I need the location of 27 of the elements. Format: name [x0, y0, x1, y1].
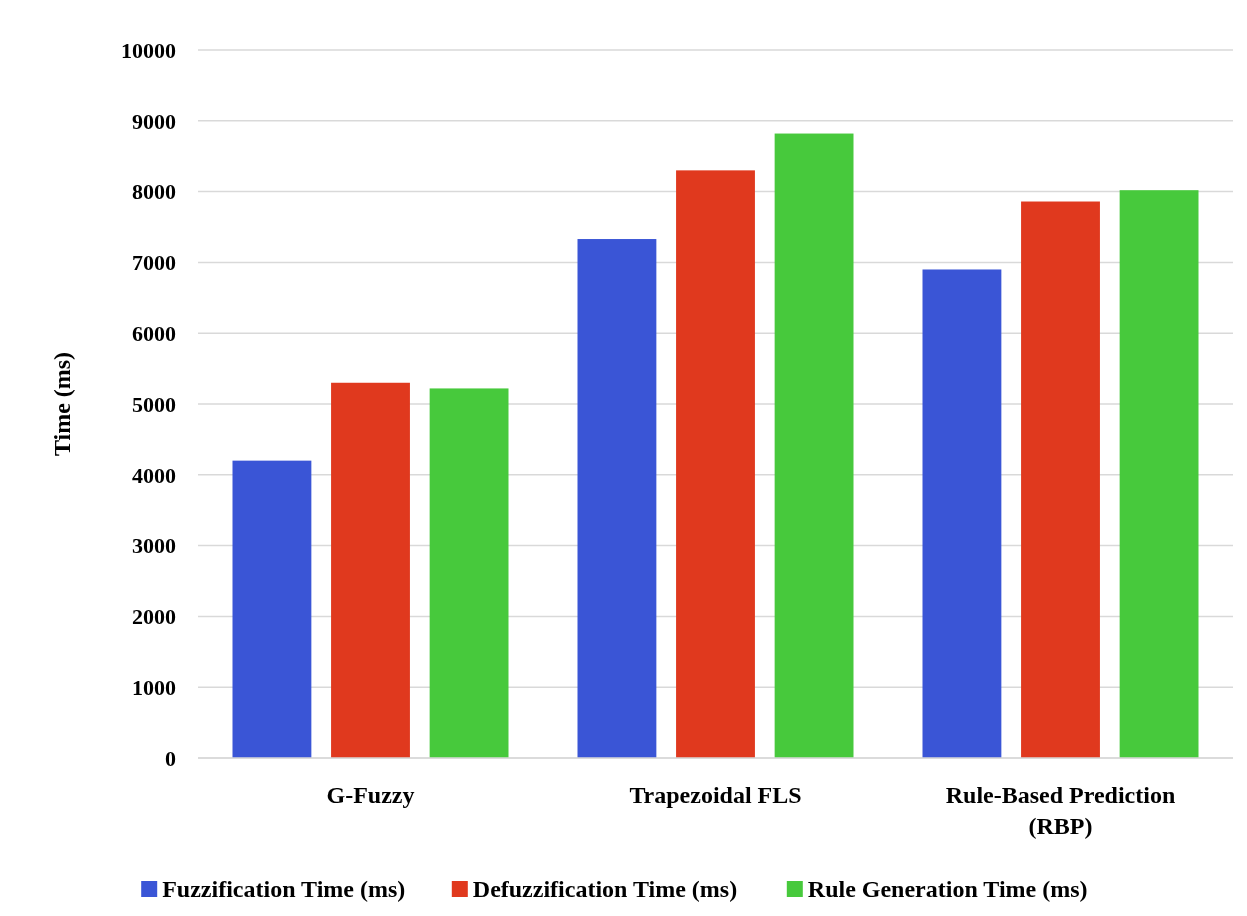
y-tick-label: 4000	[132, 462, 176, 488]
x-tick-label: Rule-Based Prediction (RBP)	[945, 782, 1176, 839]
bar	[577, 239, 657, 758]
bar	[232, 460, 312, 758]
bar	[922, 269, 1002, 758]
y-tick-label: 1000	[132, 674, 176, 700]
bar	[1021, 201, 1100, 758]
y-tick-label: 8000	[132, 179, 176, 205]
legend-label: Defuzzification Time (ms)	[472, 876, 738, 903]
bar	[429, 388, 509, 758]
y-tick-label: 0	[165, 745, 176, 771]
x-tick-label: G-Fuzzy	[326, 782, 415, 808]
y-tick-label: 3000	[132, 533, 176, 559]
legend-label: Fuzzification Time (ms)	[162, 876, 406, 903]
y-tick-label: 10000	[121, 37, 176, 63]
bar	[1119, 190, 1199, 758]
bar	[774, 133, 854, 758]
y-tick-label: 2000	[132, 604, 176, 630]
y-tick-label: 9000	[132, 108, 176, 134]
legend-label: Rule Generation Time (ms)	[807, 876, 1088, 903]
y-axis-title: Time (ms)	[49, 351, 75, 457]
bar	[331, 382, 410, 758]
bar	[676, 170, 755, 758]
x-tick-label: Trapezoidal FLS	[629, 782, 802, 808]
y-tick-label: 7000	[132, 250, 176, 276]
y-tick-label: 5000	[132, 391, 176, 417]
y-tick-label: 6000	[132, 320, 176, 346]
